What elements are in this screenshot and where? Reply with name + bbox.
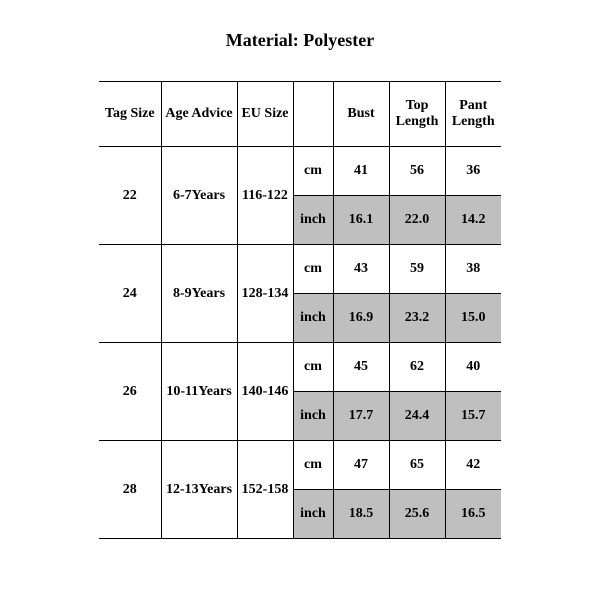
cell-top-cm: 56	[389, 147, 445, 196]
cell-eu: 128-134	[237, 245, 293, 343]
cell-bust-cm: 41	[333, 147, 389, 196]
page: Material: Polyester Tag Size Age Advice …	[0, 0, 600, 600]
col-eu-size: EU Size	[237, 82, 293, 147]
cell-unit-cm: cm	[293, 343, 333, 392]
table-header-row: Tag Size Age Advice EU Size Bust Top Len…	[99, 82, 501, 147]
col-tag-size: Tag Size	[99, 82, 161, 147]
table-body: 22 6-7Years 116-122 cm 41 56 36 inch 16.…	[99, 147, 501, 539]
cell-unit-inch: inch	[293, 392, 333, 441]
cell-pant-cm: 38	[445, 245, 501, 294]
table-row: 26 10-11Years 140-146 cm 45 62 40	[99, 343, 501, 392]
cell-age: 8-9Years	[161, 245, 237, 343]
cell-top-inch: 25.6	[389, 490, 445, 539]
cell-bust-inch: 16.1	[333, 196, 389, 245]
cell-bust-inch: 18.5	[333, 490, 389, 539]
cell-pant-cm: 36	[445, 147, 501, 196]
cell-tag: 28	[99, 441, 161, 539]
table-row: 24 8-9Years 128-134 cm 43 59 38	[99, 245, 501, 294]
cell-unit-inch: inch	[293, 490, 333, 539]
cell-age: 10-11Years	[161, 343, 237, 441]
cell-top-inch: 22.0	[389, 196, 445, 245]
cell-age: 6-7Years	[161, 147, 237, 245]
size-chart-table: Tag Size Age Advice EU Size Bust Top Len…	[99, 81, 501, 539]
cell-pant-cm: 40	[445, 343, 501, 392]
cell-unit-cm: cm	[293, 441, 333, 490]
cell-top-cm: 59	[389, 245, 445, 294]
cell-unit-inch: inch	[293, 294, 333, 343]
cell-bust-inch: 17.7	[333, 392, 389, 441]
col-age-advice: Age Advice	[161, 82, 237, 147]
col-unit	[293, 82, 333, 147]
cell-tag: 22	[99, 147, 161, 245]
cell-age: 12-13Years	[161, 441, 237, 539]
cell-pant-inch: 15.0	[445, 294, 501, 343]
col-bust: Bust	[333, 82, 389, 147]
cell-eu: 116-122	[237, 147, 293, 245]
cell-pant-cm: 42	[445, 441, 501, 490]
cell-pant-inch: 15.7	[445, 392, 501, 441]
cell-top-inch: 24.4	[389, 392, 445, 441]
cell-unit-cm: cm	[293, 147, 333, 196]
cell-top-cm: 65	[389, 441, 445, 490]
table-row: 22 6-7Years 116-122 cm 41 56 36	[99, 147, 501, 196]
table-row: 28 12-13Years 152-158 cm 47 65 42	[99, 441, 501, 490]
cell-bust-cm: 47	[333, 441, 389, 490]
cell-tag: 26	[99, 343, 161, 441]
cell-pant-inch: 14.2	[445, 196, 501, 245]
cell-top-cm: 62	[389, 343, 445, 392]
cell-bust-inch: 16.9	[333, 294, 389, 343]
page-title: Material: Polyester	[0, 30, 600, 51]
col-top-length: Top Length	[389, 82, 445, 147]
cell-eu: 140-146	[237, 343, 293, 441]
cell-tag: 24	[99, 245, 161, 343]
col-pant-length: Pant Length	[445, 82, 501, 147]
cell-bust-cm: 45	[333, 343, 389, 392]
cell-eu: 152-158	[237, 441, 293, 539]
cell-unit-inch: inch	[293, 196, 333, 245]
cell-unit-cm: cm	[293, 245, 333, 294]
cell-pant-inch: 16.5	[445, 490, 501, 539]
cell-top-inch: 23.2	[389, 294, 445, 343]
cell-bust-cm: 43	[333, 245, 389, 294]
